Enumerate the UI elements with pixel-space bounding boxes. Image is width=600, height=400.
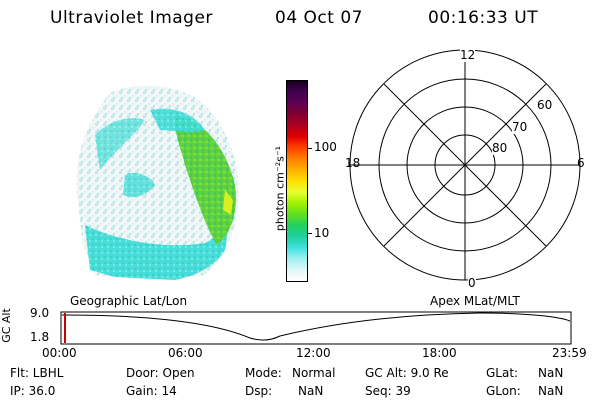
gain-info: Gain: 14 [126, 384, 177, 398]
auroral-image [76, 85, 240, 280]
glat-value: NaN [538, 366, 564, 380]
colorbar-tick-10 [307, 233, 312, 234]
timeline-xtick-1800: 18:00 [422, 346, 457, 360]
polar-plot [349, 49, 581, 281]
mode-value: Normal [292, 366, 336, 380]
timeline-xtick-2359: 23:59 [552, 346, 587, 360]
mode-label: Mode: [245, 366, 282, 380]
image-panel-label: Geographic Lat/Lon [70, 294, 188, 308]
glat-label: GLat: [486, 366, 519, 380]
seq-info: Seq: 39 [365, 384, 411, 398]
colorbar-tick-100 [307, 148, 312, 149]
colorbar-label-10: 10 [314, 226, 330, 240]
polar-panel-label: Apex MLat/MLT [430, 294, 520, 308]
dsp-label: Dsp: [245, 384, 273, 398]
timeline-xtick-0000: 00:00 [42, 346, 77, 360]
time-label: 00:16:33 UT [428, 8, 539, 28]
filter-info: Flt: LBHL [10, 366, 64, 380]
gc-alt-info: GC Alt: 9.0 Re [365, 366, 449, 380]
dsp-value: NaN [298, 384, 324, 398]
colorbar-gradient [287, 81, 307, 281]
colorbar-unit-label: photon cm⁻²s⁻¹ [273, 145, 287, 232]
door-info: Door: Open [126, 366, 195, 380]
glon-label: GLon: [486, 384, 521, 398]
mlt-label-18: 18 [345, 156, 361, 170]
timeline-xtick-1200: 12:00 [296, 346, 331, 360]
glon-value: NaN [538, 384, 564, 398]
timeline-ytick-1: 1.8 [30, 330, 50, 344]
colorbar-label-100: 100 [314, 140, 337, 154]
colorbar [286, 80, 308, 282]
lat-label-80: 80 [492, 141, 508, 155]
ip-info: IP: 36.0 [10, 384, 56, 398]
instrument-title: Ultraviolet Imager [50, 8, 213, 28]
timeline-plot [60, 311, 572, 345]
mlt-label-6: 6 [577, 156, 585, 170]
lat-label-70: 70 [512, 120, 528, 134]
lat-label-60: 60 [537, 98, 553, 112]
date-label: 04 Oct 07 [275, 8, 363, 28]
timeline-ytick-9: 9.0 [30, 306, 50, 320]
mlt-label-12: 12 [460, 48, 476, 62]
mlt-label-0: 0 [468, 276, 476, 290]
timeline-ylabel: GC Alt [0, 308, 13, 343]
timeline-xtick-0600: 06:00 [168, 346, 203, 360]
